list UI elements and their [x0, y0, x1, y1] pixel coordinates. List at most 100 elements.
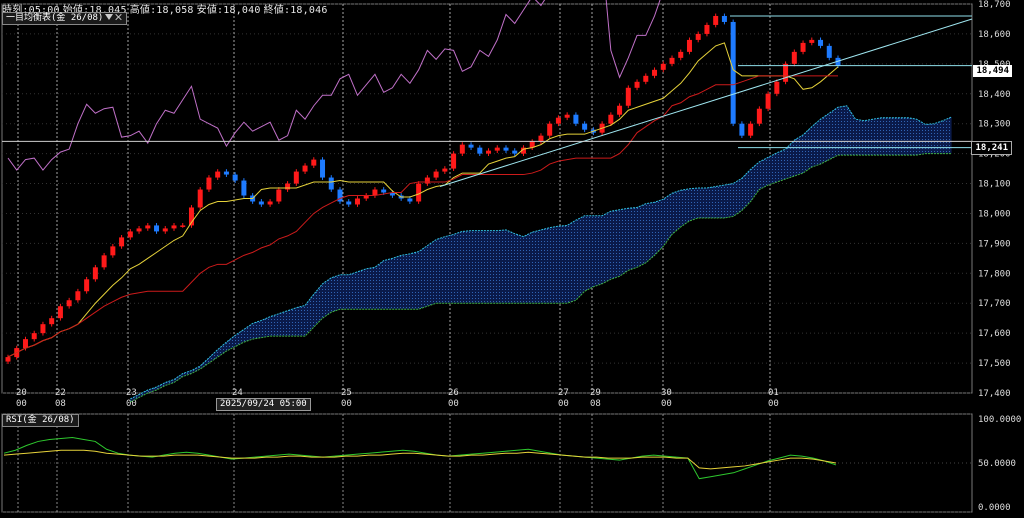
candle-body	[136, 228, 142, 232]
candle-body	[311, 159, 317, 166]
candle-body	[57, 306, 63, 319]
ohlc-readout: 時刻:05:00 始値:18,045 高値:18,058 安値:18,040 終値:18…	[2, 1, 331, 16]
candle-body	[354, 198, 360, 205]
candle-body	[573, 114, 579, 124]
high-readout: 高値:18,058	[129, 5, 194, 16]
price-chart[interactable]: 17,400 17,500 17,600 17,700 17,800 17,900 18,0…	[1, 0, 1011, 409]
candle-body	[564, 114, 570, 118]
candle-body	[188, 207, 194, 226]
candle-body	[363, 195, 369, 199]
candle-body	[652, 69, 658, 76]
candle-body	[800, 42, 806, 52]
candle-body	[293, 171, 299, 184]
y-tick-label: 17,600	[978, 329, 1011, 339]
rsi-chart[interactable]: 100.0000 50.0000 0.0000	[1, 413, 1021, 513]
candle-body	[337, 189, 343, 202]
rsi-legend-label: RSI(金 26/08)	[6, 415, 75, 425]
candle-body	[171, 225, 177, 229]
candle-body	[119, 237, 125, 247]
candle-body	[739, 123, 745, 136]
candle-body	[503, 147, 509, 151]
y-tick-label: 18,400	[978, 90, 1011, 100]
close-icon[interactable]	[115, 13, 123, 21]
candle-body	[477, 147, 483, 154]
candle-body	[267, 201, 273, 205]
candle-body	[320, 159, 326, 178]
candle-body	[669, 57, 675, 64]
candle-body	[494, 147, 500, 151]
x-tick-time: 00	[661, 399, 672, 409]
ichimoku-legend[interactable]: 一目均衡表(金 26/08)	[2, 12, 128, 25]
candle-body	[31, 333, 37, 340]
x-tick-time: 00	[126, 399, 137, 409]
candle-body	[442, 168, 448, 172]
trend-line	[439, 18, 973, 188]
x-tick-day: 29	[590, 388, 601, 398]
candle-body	[285, 183, 291, 190]
rsi-tick-label: 0.0000	[978, 503, 1011, 513]
y-tick-label: 17,500	[978, 359, 1011, 369]
x-tick-time: 00	[558, 399, 569, 409]
candle-body	[835, 57, 841, 66]
candle-body	[765, 93, 771, 109]
candle-body	[713, 15, 719, 25]
candle-body	[704, 24, 710, 34]
dropdown-triangle-icon[interactable]	[105, 14, 114, 20]
x-tick-time: 00	[16, 399, 27, 409]
candle-body	[372, 189, 378, 196]
candle-body	[101, 255, 107, 268]
candle-body	[206, 177, 212, 190]
candle-body	[547, 123, 553, 136]
x-tick-day: 01	[768, 388, 779, 398]
candle-body	[49, 318, 55, 325]
candle-body	[686, 39, 692, 52]
y-tick-label: 18,700	[978, 0, 1011, 10]
candle-body	[512, 150, 518, 154]
candle-body	[145, 225, 151, 229]
candle-body	[75, 291, 81, 301]
x-tick-day: 22	[55, 388, 66, 398]
candle-body	[809, 39, 815, 43]
candle-body	[818, 39, 824, 46]
rsi-series-line-1	[3, 437, 837, 480]
candle-body	[276, 189, 282, 202]
span-a-line	[130, 105, 952, 400]
x-tick-day: 27	[558, 388, 569, 398]
candle-body	[416, 183, 422, 202]
candle-body	[634, 81, 640, 88]
x-tick-time: 00	[341, 399, 352, 409]
candle-body	[40, 324, 46, 334]
cursor-time-label: 2025/09/24 05:00	[216, 398, 311, 411]
candle-body	[197, 189, 203, 208]
low-readout: 安値:18,040	[196, 5, 261, 16]
current-price-badge: 18,494	[973, 65, 1012, 77]
x-tick-day: 25	[341, 388, 352, 398]
candle-body	[721, 15, 727, 22]
level-price-badge: 18,241	[971, 141, 1012, 155]
rsi-tick-label: 100.0000	[978, 415, 1021, 425]
candle-body	[215, 171, 221, 178]
close-readout: 終値:18,046	[263, 5, 328, 16]
x-tick-time: 00	[448, 399, 459, 409]
y-tick-label: 17,400	[978, 389, 1011, 399]
y-tick-label: 17,900	[978, 239, 1011, 249]
candle-body	[748, 123, 754, 136]
candle-body	[22, 339, 28, 349]
candle-body	[433, 171, 439, 178]
candle-body	[695, 33, 701, 40]
candle-body	[328, 177, 334, 190]
candle-body	[660, 63, 666, 70]
candle-body	[791, 51, 797, 64]
candle-body	[92, 267, 98, 280]
y-tick-label: 17,700	[978, 299, 1011, 309]
open-readout: 始値:18,045	[62, 5, 127, 16]
candle-body	[451, 153, 457, 169]
candle-body	[730, 21, 736, 124]
candle-body	[258, 201, 264, 205]
x-tick-time: 08	[55, 399, 66, 409]
main-panel-frame	[1, 3, 973, 394]
x-tick-day: 24	[232, 388, 243, 398]
candle-body	[468, 144, 474, 148]
rsi-legend[interactable]: RSI(金 26/08)	[2, 414, 79, 427]
